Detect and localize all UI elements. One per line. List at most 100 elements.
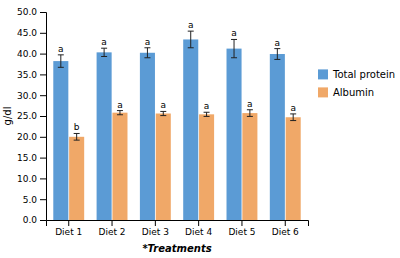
error-cap [290, 120, 296, 121]
x-axis: Diet 1 Diet 2 Diet 3 Diet 4 Diet 5 Diet 6 [47, 220, 309, 237]
axis-line [47, 221, 309, 227]
bar [286, 117, 301, 220]
tick: 10.0 [17, 174, 46, 184]
error-cap [188, 47, 194, 48]
tick: Diet 2 [98, 220, 125, 237]
error-bar [290, 114, 296, 121]
error-line [104, 48, 105, 56]
tick: 40.0 [17, 49, 46, 59]
tick: Diet 5 [228, 220, 255, 237]
legend: Total protein Albumin [318, 69, 395, 98]
tick-mark [40, 95, 46, 96]
error-cap [160, 115, 166, 116]
error-cap [117, 114, 123, 115]
chart: aaaaaabaaaaa0.05.010.015.020.025.030.035… [0, 0, 400, 258]
y-axis: 0.05.010.015.020.025.030.035.040.045.050… [17, 7, 47, 225]
tick-mark [40, 220, 46, 221]
tick: Diet 1 [55, 220, 82, 237]
bar [270, 54, 285, 220]
bar [156, 114, 171, 220]
error-cap [160, 111, 166, 112]
error-cap [74, 133, 80, 134]
error-cap [231, 39, 237, 40]
significance-label: a [290, 103, 296, 113]
error-cap [204, 112, 210, 113]
significance-label: a [145, 37, 151, 47]
tick: 30.0 [17, 91, 46, 101]
tick-label: 15.0 [17, 153, 37, 163]
tick: 45.0 [17, 28, 46, 38]
tick-label: 20.0 [17, 132, 37, 142]
error-bar [117, 111, 123, 115]
legend-item: Total protein [318, 69, 395, 80]
error-bar [101, 48, 107, 56]
error-cap [117, 110, 123, 111]
tick-mark [40, 158, 46, 159]
error-cap [274, 59, 280, 60]
bar [199, 114, 214, 220]
bar [112, 113, 127, 220]
tick: 5.0 [23, 195, 46, 205]
tick-label: 45.0 [17, 28, 37, 38]
error-line [190, 31, 191, 48]
error-line [277, 49, 278, 60]
error-cap [144, 57, 150, 58]
legend-item: Albumin [318, 87, 374, 98]
tick: Diet 4 [185, 220, 212, 237]
tick-mark [155, 220, 156, 226]
error-cap [247, 109, 253, 110]
tick-mark [40, 74, 46, 75]
significance-label: a [188, 20, 194, 30]
significance-label: a [58, 44, 64, 54]
significance-label: a [247, 99, 253, 109]
x-axis-title: *Treatments [142, 243, 211, 254]
error-line [119, 111, 120, 115]
tick: 35.0 [17, 70, 46, 80]
tick-label: 25.0 [17, 111, 37, 121]
significance-label: a [275, 38, 281, 48]
error-bar [204, 112, 210, 116]
significance-labels: aaaaaabaaaaa [58, 20, 296, 132]
error-line [76, 133, 77, 140]
tick-mark [40, 116, 46, 117]
error-cap [74, 140, 80, 141]
bar [227, 49, 242, 220]
significance-label: a [117, 100, 123, 110]
error-cap [58, 54, 64, 55]
significance-label: a [101, 37, 107, 47]
tick-mark [40, 54, 46, 55]
tick-label: Diet 3 [142, 227, 169, 237]
error-cap [274, 48, 280, 49]
significance-label: a [231, 28, 237, 38]
bar [242, 113, 257, 220]
error-cap [247, 116, 253, 117]
error-cap [101, 56, 107, 57]
tick-mark [68, 220, 69, 226]
tick-label: Diet 6 [272, 227, 299, 237]
bar [53, 61, 68, 220]
bar [69, 137, 84, 220]
tick-mark [40, 199, 46, 200]
legend-label: Albumin [333, 87, 374, 98]
tick: 25.0 [17, 111, 46, 121]
tick-label: Diet 5 [228, 227, 255, 237]
bar [97, 52, 112, 220]
tick-label: Diet 4 [185, 227, 212, 237]
tick-label: Diet 1 [55, 227, 82, 237]
error-cap [58, 67, 64, 68]
error-line [60, 55, 61, 67]
tick-label: 10.0 [17, 174, 37, 184]
series [53, 31, 285, 220]
tick-mark [40, 33, 46, 34]
error-line [293, 114, 294, 121]
significance-label: b [74, 122, 80, 132]
error-bar [58, 55, 64, 67]
error-cap [231, 57, 237, 58]
error-line [163, 111, 164, 115]
tick-mark [198, 220, 199, 226]
tick: 50.0 [17, 7, 46, 17]
error-cap [188, 31, 194, 32]
tick-label: Diet 2 [98, 227, 125, 237]
tick: 20.0 [17, 132, 46, 142]
legend-label: Total protein [332, 69, 395, 80]
